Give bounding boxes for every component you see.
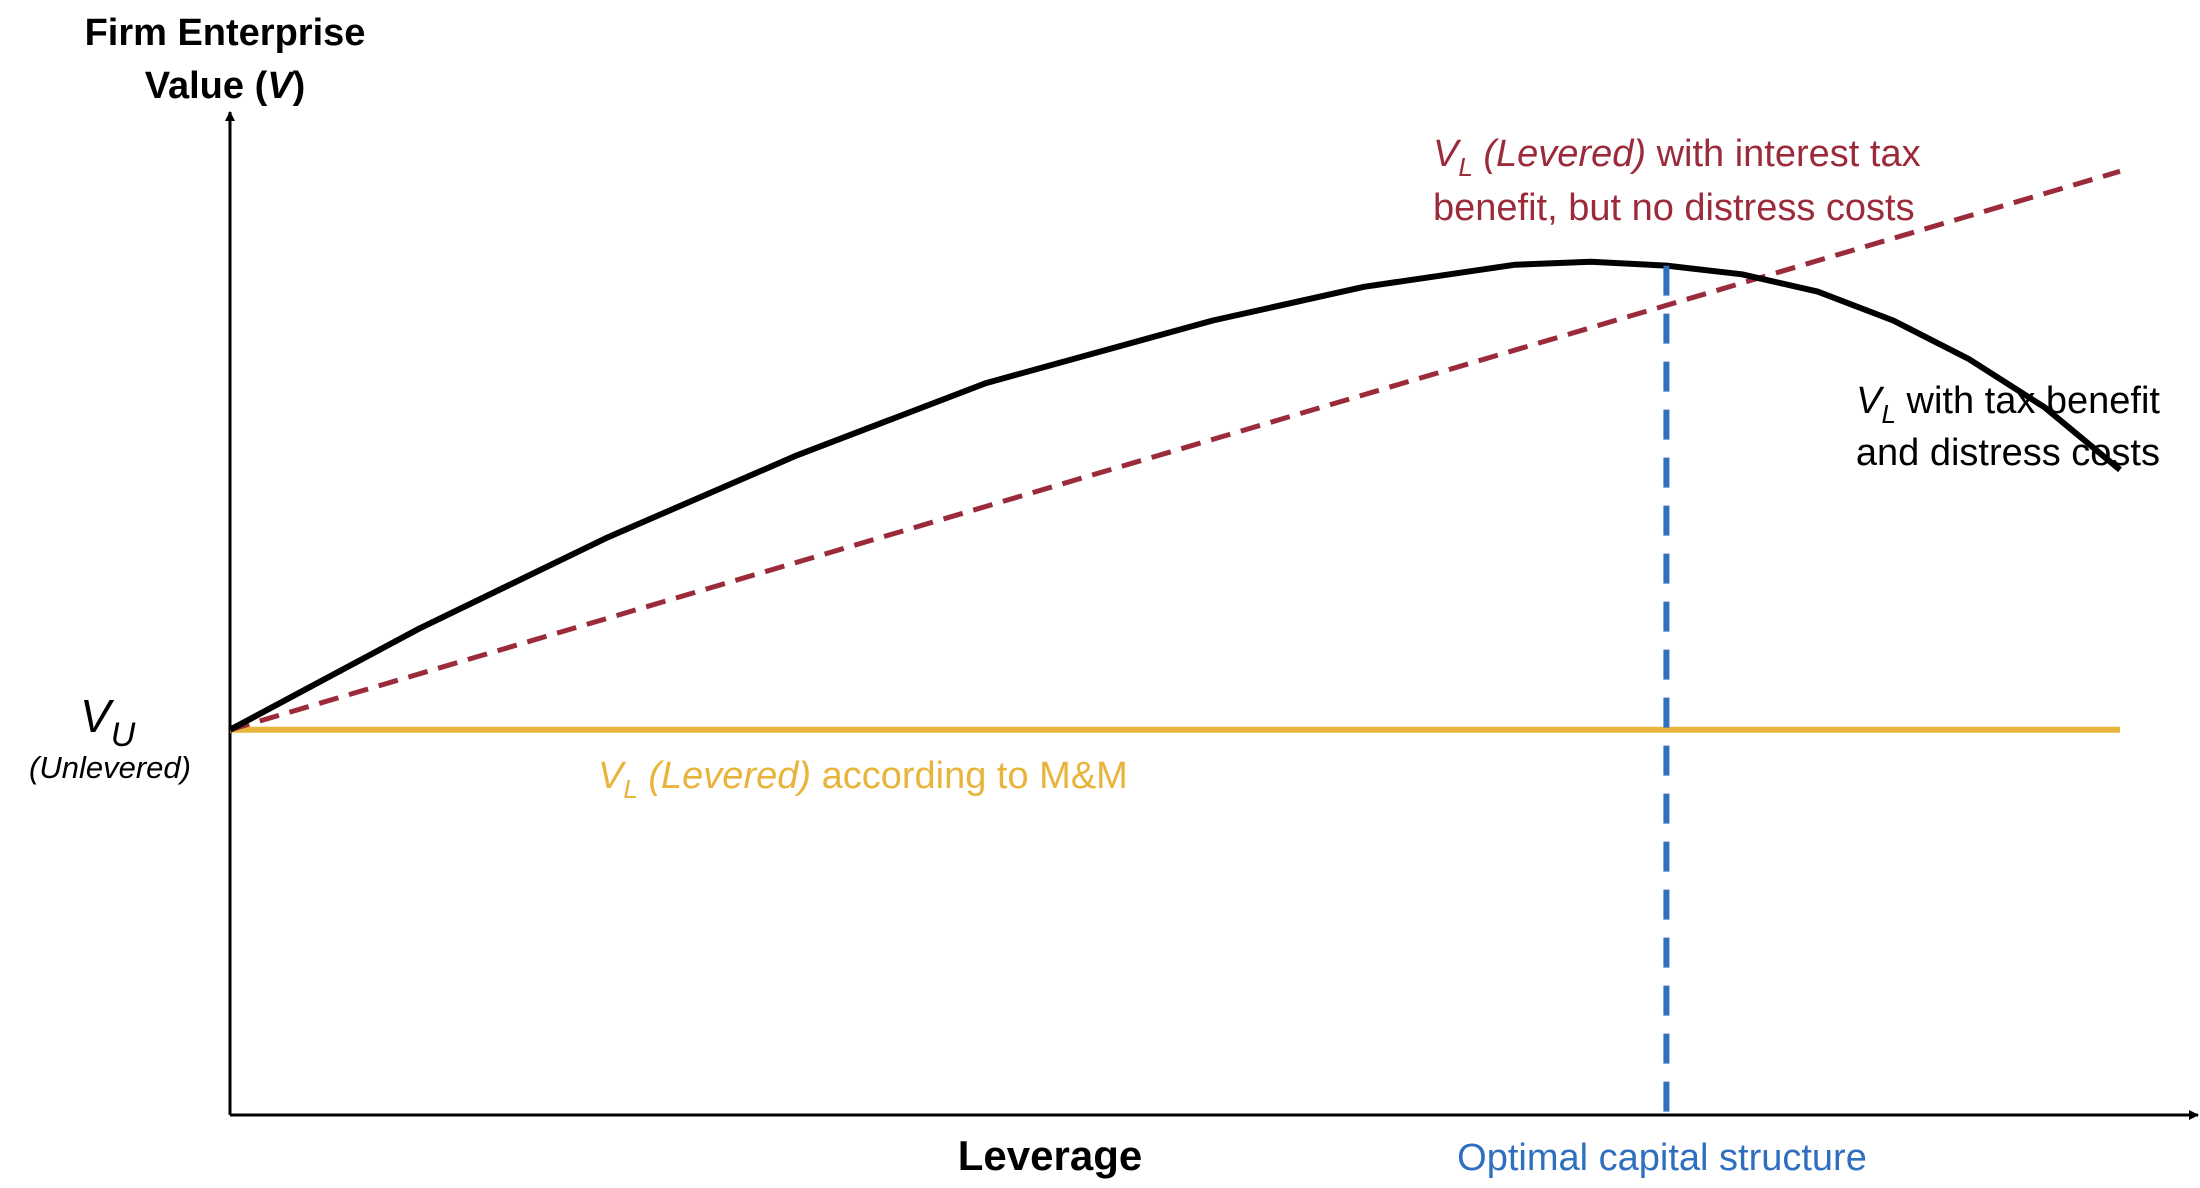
annotation-tax-no-distress-line2: benefit, but no distress costs xyxy=(1433,187,1915,229)
series-line-tax-and-distress xyxy=(228,258,2122,733)
y-axis-title-line2: Value (V) xyxy=(145,65,306,107)
annotation-tax-and-distress-line2: and distress costs xyxy=(1856,432,2160,474)
x-axis-title: Leverage xyxy=(958,1132,1142,1179)
series-line-tax-no-distress xyxy=(229,168,2121,733)
annotation-tax-no-distress-line1: VL (Levered) with interest tax xyxy=(1433,133,1921,182)
optimal-capital-structure-label: Optimal capital structure xyxy=(1457,1137,1867,1179)
y-axis-title-line1: Firm Enterprise xyxy=(85,12,366,54)
unlevered-caption: (Unlevered) xyxy=(29,750,191,785)
annotation-mm: VL (Levered) according to M&M xyxy=(598,755,1128,804)
vu-label: VU xyxy=(80,690,136,754)
annotation-tax-and-distress-line1: VL with tax benefit xyxy=(1856,380,2160,429)
